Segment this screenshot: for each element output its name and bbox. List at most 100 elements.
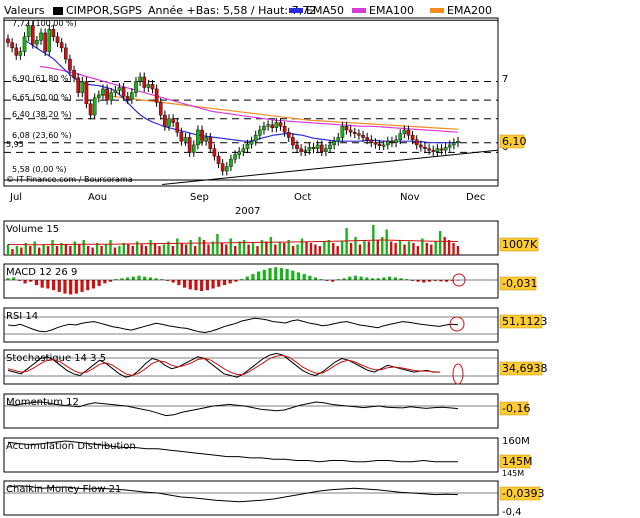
candle-body	[249, 140, 254, 145]
candle-body	[97, 94, 101, 99]
candle-body	[113, 90, 118, 93]
candle-body	[390, 140, 394, 143]
fib-label-50: 6,65 (50,00 %)	[12, 93, 72, 102]
candle-body	[237, 151, 241, 155]
candle-body	[220, 163, 225, 172]
volume-bar	[216, 234, 219, 255]
candle-body	[386, 140, 390, 146]
volume-bar	[309, 243, 313, 255]
candle-body	[35, 40, 39, 45]
candle-body	[22, 36, 27, 52]
volume-bar	[193, 246, 197, 255]
macd-last-value: -0,031	[502, 277, 537, 290]
rsi-last-value: 51,1123	[502, 315, 548, 328]
candle-body	[92, 97, 97, 116]
x-year-label: 2007	[235, 206, 260, 217]
volume-bar	[447, 240, 451, 255]
volume-bar	[42, 244, 45, 255]
candle-body	[191, 144, 196, 153]
candle-body	[229, 158, 233, 167]
volume-panel-frame	[3, 220, 499, 256]
volume-bar	[225, 244, 228, 255]
candlesticks	[6, 20, 460, 176]
volume-bar	[46, 246, 50, 255]
volume-bar	[300, 238, 304, 255]
volume-bar	[394, 243, 397, 255]
candle-body	[10, 42, 14, 49]
macd-bar	[51, 280, 56, 291]
candle-body	[278, 122, 283, 127]
momentum-path	[7, 401, 459, 417]
candle-body	[299, 148, 303, 152]
candle-body	[158, 102, 163, 116]
macd-bar	[319, 279, 323, 280]
ema100-path	[39, 65, 459, 133]
ema100-series	[39, 65, 459, 133]
candle-body	[369, 139, 374, 143]
volume-bar	[443, 237, 446, 255]
volume-bar	[430, 244, 433, 255]
volume-bar	[20, 247, 23, 255]
cmf-line	[7, 485, 459, 503]
macd-bar	[103, 280, 107, 284]
rsi-panel: RSI 14 51,1123	[3, 307, 548, 343]
volume-bar	[340, 241, 344, 255]
volume-bar	[33, 241, 36, 255]
volume-bar	[180, 243, 183, 255]
macd-bar	[63, 280, 67, 294]
candle-body	[88, 103, 93, 116]
macd-highlight-circle	[452, 273, 466, 287]
x-tick-dec: Dec	[466, 192, 485, 203]
fib-label-100: 7,72 (100,00 %)	[12, 19, 77, 28]
cmf-panel-frame	[3, 480, 499, 516]
volume-bar	[100, 246, 103, 255]
volume-bar	[149, 240, 152, 255]
macd-bar	[177, 280, 181, 286]
candle-body	[130, 92, 134, 100]
x-tick-oct: Oct	[294, 192, 311, 203]
stoch-d-path	[7, 354, 441, 377]
ad-line	[7, 440, 458, 463]
ad-axis-145m: 145M	[502, 469, 524, 478]
volume-bar	[78, 244, 81, 255]
volume-bar	[136, 241, 139, 255]
macd-bar	[427, 280, 432, 282]
volume-bar	[381, 237, 384, 255]
macd-bar	[12, 277, 16, 280]
stoch-last-value: 34,6938	[502, 362, 548, 375]
x-tick-nov: Nov	[400, 192, 420, 203]
volume-bar	[189, 240, 192, 255]
macd-bar	[126, 277, 130, 280]
macd-bar	[370, 278, 375, 280]
candle-body	[76, 77, 80, 93]
range-info: Année +Bas: 5,58 / Haut: 7,72	[148, 4, 316, 17]
rsi-title: RSI 14	[6, 311, 38, 322]
candle-body	[435, 148, 440, 152]
macd-bar	[120, 278, 124, 280]
candle-body	[336, 137, 341, 142]
volume-bar	[37, 247, 41, 255]
volume-bar	[456, 246, 460, 255]
volume-bar	[305, 241, 308, 255]
macd-bar	[74, 280, 78, 294]
macd-bar	[251, 274, 255, 280]
candle-body	[138, 76, 142, 82]
volume-bar	[69, 246, 72, 255]
candle-body	[200, 129, 204, 142]
volume-bar	[287, 240, 290, 255]
volume-bar	[332, 243, 335, 255]
macd-bar	[382, 277, 386, 280]
volume-bar	[91, 247, 94, 255]
symbol-label: CIMPOR,SGPS	[66, 4, 142, 17]
cmf-path	[7, 485, 459, 503]
last-price-badge	[499, 134, 525, 149]
volume-bar	[198, 237, 201, 255]
ema200-series	[99, 94, 459, 130]
candle-body	[431, 149, 436, 152]
stoch-title: Stochastique 14 3 5	[6, 353, 106, 364]
macd-bar	[160, 279, 164, 280]
macd-bar	[194, 280, 198, 291]
support-trendline	[162, 149, 499, 186]
candle-body	[282, 126, 287, 133]
cmf-axis-neg04: -0,4	[502, 507, 522, 518]
